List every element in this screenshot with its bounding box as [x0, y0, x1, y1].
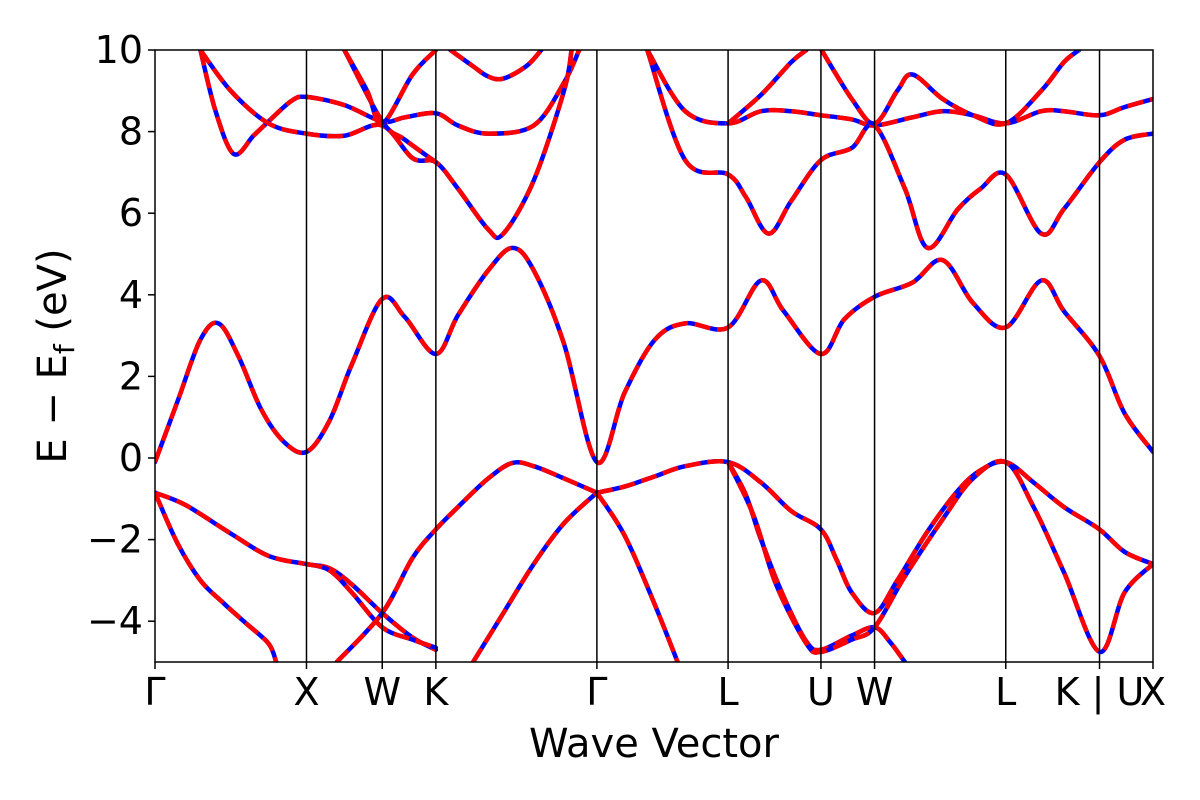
band-0-dashed-line	[155, 490, 437, 652]
band-4-dashed-line	[471, 491, 599, 662]
y-tick-label: 6	[119, 191, 143, 235]
y-tick-label: 4	[119, 273, 143, 317]
x-tick-label: K | U	[1055, 670, 1145, 715]
x-tick-label: Γ	[144, 670, 165, 714]
x-tick-label: Γ	[586, 670, 607, 714]
band-2-dashed-line	[305, 561, 437, 650]
band-16-dashed-line	[645, 50, 1153, 251]
band-9-dashed-line	[155, 245, 1153, 465]
band-3-solid-line	[334, 459, 600, 662]
band-0-solid-line	[155, 490, 439, 653]
band-2-solid-line	[304, 561, 439, 650]
band-7-dashed-line	[726, 461, 907, 662]
band-1-solid-line	[155, 490, 279, 662]
band-12-solid-line	[342, 50, 439, 165]
band-15-dashed-line	[645, 50, 1153, 128]
x-tick-label: L	[717, 670, 738, 714]
band-3-dashed-line	[335, 459, 598, 662]
x-tick-label: L	[995, 670, 1016, 714]
band-16-solid-line	[645, 50, 1153, 251]
y-tick-label: 2	[119, 354, 143, 398]
band-8-dashed-line	[726, 458, 1153, 655]
x-axis-label: Wave Vector	[529, 721, 780, 767]
x-tick-label: W	[856, 670, 894, 714]
band-1-dashed-line	[155, 491, 279, 662]
band-series-layer	[155, 50, 1153, 662]
x-tick-label: X	[293, 670, 319, 714]
y-tick-label: −4	[87, 599, 143, 643]
band-11-dashed-line	[198, 50, 574, 241]
band-12-dashed-line	[342, 50, 438, 165]
band-7-solid-line	[725, 459, 908, 662]
band-4-solid-line	[470, 490, 600, 662]
x-tick-label: X	[1140, 670, 1166, 714]
plot-frame	[154, 49, 1154, 663]
y-axis-label: E − Ef (eV)	[30, 248, 81, 463]
band-11-solid-line	[198, 50, 574, 241]
y-axis-label-subscript: f	[48, 343, 81, 354]
band-6-solid-line	[594, 490, 680, 662]
y-tick-label: 0	[119, 436, 143, 480]
y-ticks: −4 −2 0 2 4 6 8 10	[87, 28, 155, 643]
band-10-solid-line	[198, 50, 582, 157]
y-axis-label-unit: (eV)	[30, 248, 76, 344]
x-tick-label: U	[807, 670, 835, 714]
band-18-dashed-line	[819, 50, 1081, 127]
x-tick-label: W	[363, 670, 401, 714]
band-8-solid-line	[725, 458, 1153, 655]
y-axis-label-main: E − E	[30, 354, 76, 464]
x-tick-label: K	[423, 670, 449, 714]
band-9-solid-line	[155, 245, 1153, 465]
y-tick-label: −2	[87, 518, 143, 562]
band-17-dashed-line	[726, 50, 808, 126]
y-tick-label: 8	[119, 110, 143, 154]
kpoint-divider-layer	[305, 50, 1101, 662]
band-10-dashed-line	[198, 50, 582, 157]
band-14-solid-line	[448, 50, 544, 82]
band-14-dashed-line	[449, 50, 543, 82]
y-tick-label: 10	[95, 28, 143, 72]
